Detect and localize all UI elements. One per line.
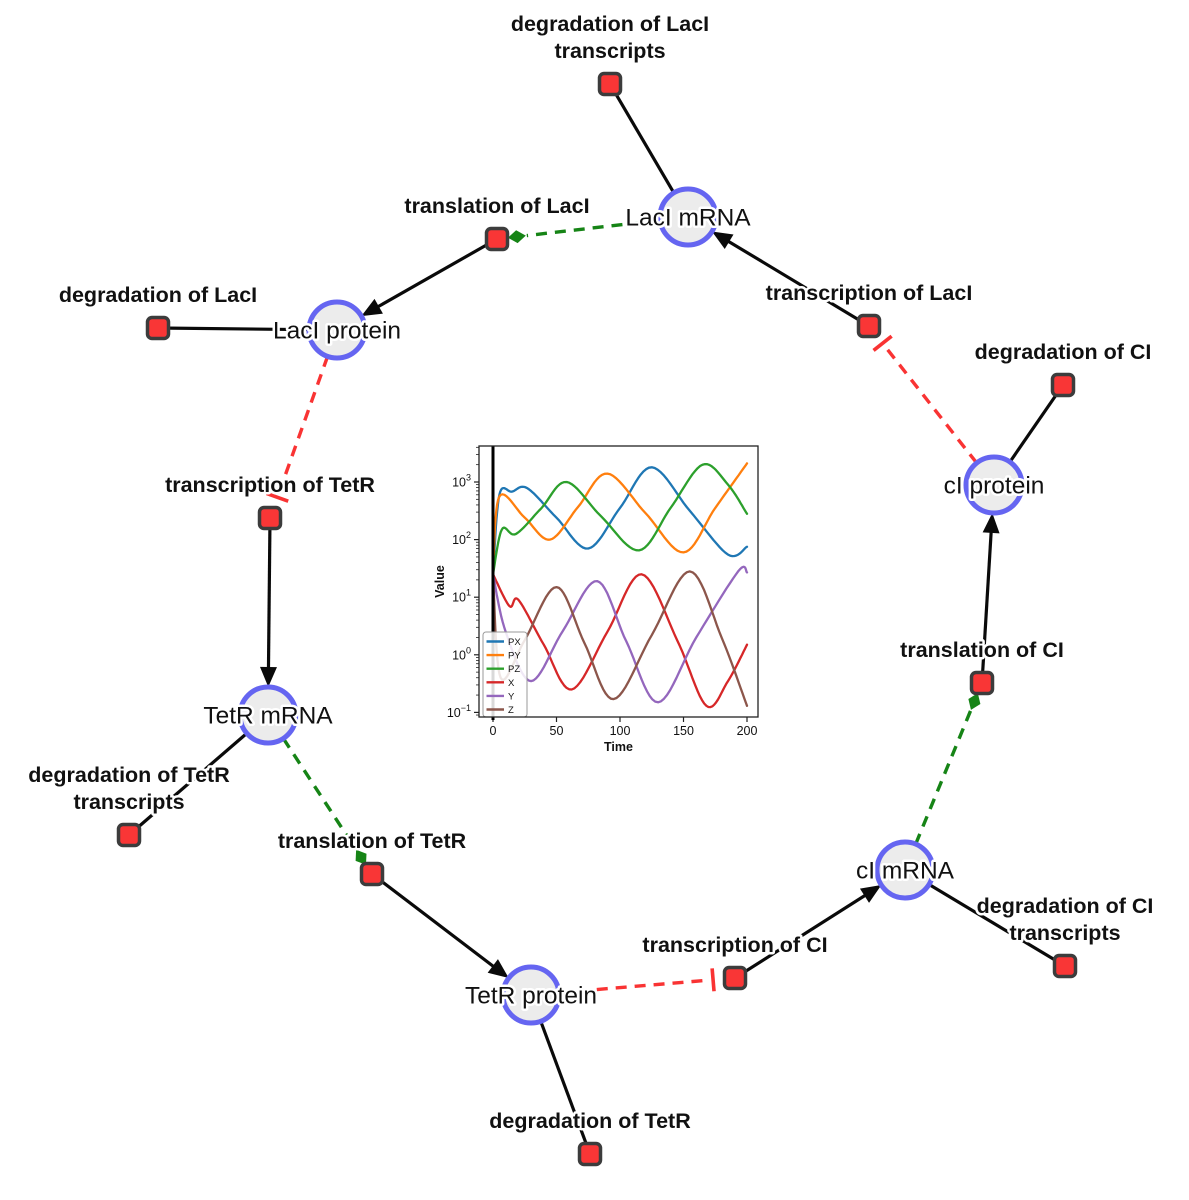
legend-label-y: Y [508,691,515,702]
edge-tetr-mrna-to-translation-tetr [281,737,358,850]
edge-translation-tetr-to-tetr-protein [371,872,497,970]
edge-transcription-tetr-to-tetr-mrna-arrowhead [259,666,277,688]
edge-tetr-protein-to-transcription-ci [558,978,710,995]
edge-translation-ci-to-ci-protein [980,528,993,684]
edge-translation-ci-to-ci-protein-arrowhead [982,512,1000,534]
reaction-label-deg-laci-transcripts-line2: transcripts [554,39,665,63]
reaction-label-translation-tetr: translation of TetR [278,829,467,853]
reaction-node-transcription-ci[interactable] [722,965,748,991]
reaction-node-translation-laci[interactable] [484,226,510,252]
edge-translation-tetr-to-tetr-protein-arrowhead [487,959,509,979]
species-label-tetr-protein: TetR protein [465,983,597,1010]
species-label-ci-protein: cI protein [944,473,1045,500]
reaction-label-deg-laci: degradation of LacI [59,283,257,307]
network-nodes [116,71,1078,1167]
reaction-label-transcription-ci: transcription of CI [642,933,827,957]
edge-tetr-protein-to-transcription-ci-tee-bar [710,968,716,992]
edge-ci-mrna-to-translation-ci-diamond [968,693,981,710]
network-labels: degradation of LacI transcripts translatio… [26,10,1156,1136]
reaction-node-deg-tetr-transcripts[interactable] [116,822,142,848]
reaction-node-deg-laci-transcripts[interactable] [597,71,623,97]
reaction-label-transcription-tetr: transcription of TetR [165,473,375,497]
species-label-laci-protein: LacI protein [273,318,401,345]
legend-label-py: PY [508,651,521,662]
reaction-label-deg-ci-transcripts-line1: degradation of CI [977,894,1154,918]
edge-deg-laci-transcripts-to-laci-mrna [608,83,677,196]
inset-chart: 103 102 101 100 10−1 0 50 100 150 200 Time Value PX P… [433,445,759,754]
reaction-node-deg-laci[interactable] [145,315,171,341]
edge-translation-laci-to-laci-protein [374,237,498,310]
reaction-node-translation-tetr[interactable] [359,861,385,887]
species-label-tetr-mrna: TetR mRNA [203,703,333,730]
edge-transcription-laci-to-laci-mrna-arrowhead [711,231,734,250]
x-tick-label: 150 [673,724,694,738]
edge-transcription-laci-to-laci-mrna [724,238,870,328]
species-node-ci-mrna[interactable] [874,839,936,901]
network-edges [127,83,1066,1155]
edge-laci-protein-to-transcription-tetr [277,355,330,495]
edge-transcription-ci-to-ci-mrna-arrowhead [859,885,882,903]
reaction-node-deg-ci[interactable] [1050,372,1076,398]
reaction-label-transcription-laci: transcription of LacI [766,281,973,305]
edge-transcription-tetr-to-tetr-mrna [266,517,272,672]
reaction-label-deg-tetr-transcripts-line1: degradation of TetR [28,763,230,787]
x-tick-label: 50 [550,724,564,738]
x-tick-label: 0 [490,724,497,738]
reaction-label-deg-ci-transcripts-line2: transcripts [1009,921,1120,945]
reaction-node-deg-ci-transcripts[interactable] [1052,953,1078,979]
species-node-ci-protein[interactable] [963,454,1025,516]
chart-line-pz [491,462,749,576]
edge-transcription-ci-to-ci-mrna [734,892,869,980]
edge-laci-protein-to-transcription-tetr-tee-bar [265,491,289,503]
y-axis-label: Value [433,565,447,598]
x-axis-label: Time [604,740,633,754]
edge-deg-tetr-to-tetr-protein [538,1018,592,1155]
reaction-node-translation-ci[interactable] [969,670,995,696]
species-label-laci-mrna: LacI mRNA [625,205,751,232]
chart-line-x [491,573,749,709]
edge-deg-ci-to-ci-protein [1007,384,1065,465]
chart-frame [478,445,759,718]
y-tick-label: 100 [452,645,471,662]
y-tick-label: 102 [452,530,471,547]
reaction-label-deg-laci-transcripts-line1: degradation of LacI [511,12,709,36]
reaction-node-transcription-tetr[interactable] [257,505,283,531]
edge-deg-laci-to-laci-protein [157,326,312,332]
x-tick-label: 200 [737,724,758,738]
reaction-label-translation-ci: translation of CI [900,638,1064,662]
legend-label-px: PX [508,637,521,648]
reaction-node-transcription-laci[interactable] [856,313,882,339]
edge-laci-mrna-to-translation-laci-diamond [507,230,526,244]
species-node-tetr-protein[interactable] [500,964,562,1026]
legend-label-z: Z [508,705,514,716]
chart-line-py [491,462,749,576]
species-node-laci-protein[interactable] [306,299,368,361]
edge-ci-protein-to-transcription-laci-tee-bar [872,334,893,352]
species-label-ci-mrna: cI mRNA [856,858,955,885]
reaction-label-deg-tetr: degradation of TetR [489,1109,691,1133]
y-tick-label: 101 [452,588,471,605]
species-node-tetr-mrna[interactable] [237,684,299,746]
edge-tetr-mrna-to-translation-tetr-diamond [355,849,367,865]
legend-label-x: X [508,678,515,689]
edge-deg-ci-transcripts-to-ci-mrna [926,882,1066,968]
edge-deg-tetr-transcripts-to-tetr-mrna [127,730,250,837]
y-tick-label: 10−1 [447,703,471,720]
reaction-node-deg-tetr[interactable] [577,1141,603,1167]
edge-translation-laci-to-laci-protein-arrowhead [361,298,383,317]
reaction-label-deg-ci: degradation of CI [975,340,1152,364]
edge-ci-protein-to-transcription-laci [883,345,979,465]
x-tick-label: 100 [610,724,631,738]
legend-label-pz: PZ [508,664,520,675]
reaction-label-translation-laci: translation of LacI [404,194,589,218]
y-tick-label: 103 [452,473,471,490]
edge-laci-mrna-to-translation-laci [526,218,661,238]
reaction-label-deg-tetr-transcripts-line2: transcripts [73,790,184,814]
edge-ci-mrna-to-translation-ci [914,710,973,845]
species-node-laci-mrna[interactable] [657,186,719,248]
